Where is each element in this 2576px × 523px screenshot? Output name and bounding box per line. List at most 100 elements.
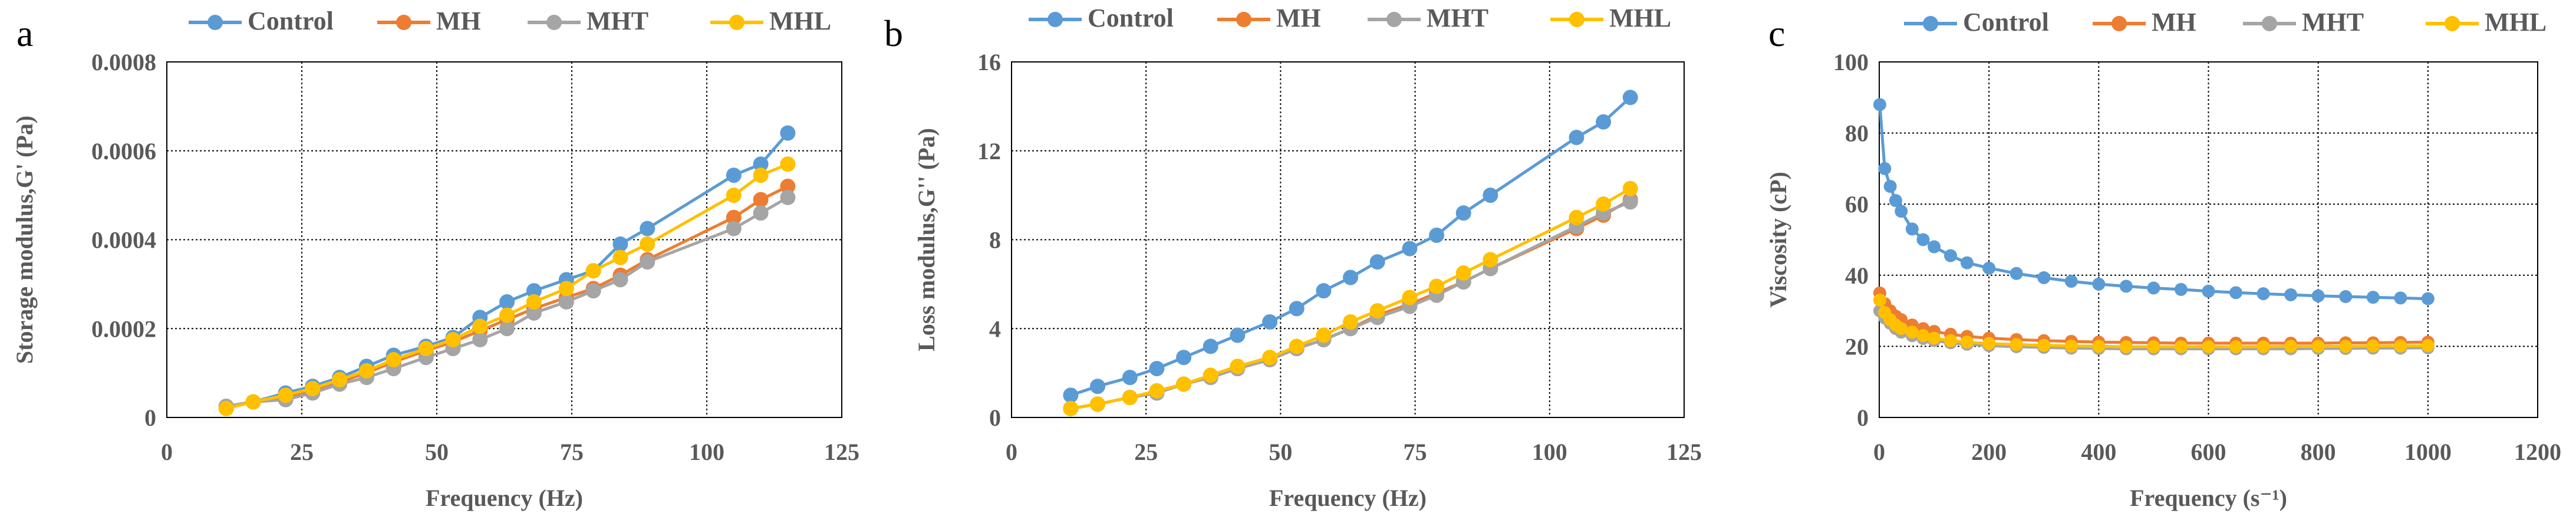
data-point <box>358 363 374 379</box>
panel-label: a <box>17 12 33 54</box>
y-tick-label: 8 <box>989 227 1001 254</box>
data-point <box>1596 196 1612 212</box>
data-point <box>2366 291 2380 304</box>
legend: Control MH MHT MHL <box>189 6 831 35</box>
data-point <box>1343 269 1359 285</box>
y-tick-label: 16 <box>977 49 1001 75</box>
legend-item-control: Control <box>1904 8 2049 37</box>
legend-marker <box>546 15 562 30</box>
legend-item-control: Control <box>189 6 334 35</box>
data-point <box>1316 283 1332 299</box>
x-axis-label: Frequency (Hz) <box>426 485 583 511</box>
x-tick-label: 50 <box>1269 439 1292 465</box>
data-point <box>2421 292 2435 305</box>
data-point <box>1090 396 1106 412</box>
legend: Control MH MHT MHL <box>1904 8 2547 37</box>
y-tick-label: 0 <box>989 404 1001 431</box>
legend-marker <box>1236 12 1251 27</box>
data-point <box>1369 303 1385 319</box>
data-point <box>2311 340 2325 353</box>
legend-item-mhl: MHL <box>710 6 831 35</box>
legend: Control MH MHT MHL <box>1029 4 1671 32</box>
data-point <box>1622 194 1638 210</box>
series-control <box>218 125 796 415</box>
x-tick-label: 75 <box>1404 439 1427 465</box>
x-tick-label: 1200 <box>2514 439 2561 465</box>
plot-frame <box>1011 61 1685 418</box>
data-point <box>1905 325 1919 339</box>
data-point <box>472 318 488 334</box>
data-point <box>1873 98 1886 111</box>
chart-panel-c: 0 200 400 600 800 1000 1200 0 20 40 60 80 100 Frequen… <box>1765 8 2561 511</box>
data-point <box>753 192 769 208</box>
data-point <box>2037 271 2051 285</box>
legend-marker <box>1047 12 1063 27</box>
chart-panel-b: 0 25 50 75 100 125 0 4 8 12 16 Frequency (Hz) Loss m… <box>884 4 1702 511</box>
data-point <box>1889 194 1902 208</box>
data-point <box>640 236 655 252</box>
data-point <box>1289 301 1305 317</box>
data-point <box>2257 287 2270 301</box>
data-point <box>1622 90 1638 106</box>
series-line <box>1070 96 1632 397</box>
data-point <box>1883 180 1897 193</box>
data-point <box>726 188 742 203</box>
y-tick-label: 0.0004 <box>91 227 156 254</box>
y-tick-label: 80 <box>1845 120 1869 147</box>
series-line <box>226 131 789 408</box>
data-point <box>1122 370 1138 386</box>
data-point <box>558 281 574 297</box>
data-point <box>2119 340 2133 354</box>
series-control <box>1873 98 2435 305</box>
data-point <box>1569 130 1585 146</box>
data-point <box>1878 162 1892 175</box>
series-mhl <box>1063 180 1638 416</box>
data-point <box>1289 338 1305 354</box>
series-mht <box>1063 194 1638 416</box>
data-point <box>2147 281 2160 295</box>
y-tick-label: 4 <box>989 315 1001 342</box>
y-tick-label: 0.0006 <box>91 138 156 165</box>
data-point <box>1402 290 1418 305</box>
x-tick-label: 600 <box>2191 439 2226 465</box>
data-point <box>640 221 655 236</box>
data-point <box>612 272 628 288</box>
data-point <box>1569 209 1585 225</box>
data-point <box>526 294 542 310</box>
legend-item-mhl: MHL <box>2426 8 2547 37</box>
y-tick-label: 20 <box>1845 333 1869 360</box>
legend-item-mh: MH <box>2093 8 2196 37</box>
data-point <box>2366 339 2380 353</box>
y-tick-label: 100 <box>1833 49 1869 75</box>
data-point <box>2064 275 2078 288</box>
data-point <box>1262 314 1278 330</box>
y-axis-label: Viscosity (cP) <box>1765 172 1791 308</box>
data-point <box>612 249 628 265</box>
legend-marker <box>396 15 411 30</box>
data-point <box>1928 240 1941 254</box>
x-tick-label: 100 <box>1532 439 1567 465</box>
legend-item-mht: MHT <box>2243 8 2364 37</box>
y-tick-label: 0 <box>144 404 156 431</box>
data-point <box>585 283 601 299</box>
legend-marker <box>1386 12 1402 27</box>
data-point <box>418 341 434 357</box>
legend-label: MH <box>1276 4 1321 32</box>
data-point <box>1905 222 1919 236</box>
legend-label: MHL <box>769 6 831 35</box>
y-tick-label: 0.0008 <box>91 49 156 75</box>
y-tick-label: 40 <box>1845 262 1869 289</box>
data-point <box>2010 338 2023 351</box>
x-tick-label: 800 <box>2301 439 2336 465</box>
data-point <box>332 371 348 387</box>
data-point <box>753 156 769 172</box>
data-point <box>1063 400 1079 416</box>
data-point <box>499 294 515 310</box>
data-point <box>753 205 769 221</box>
data-point <box>2064 339 2078 353</box>
data-point <box>1928 331 1941 345</box>
data-point <box>218 400 234 416</box>
data-point <box>1149 361 1165 377</box>
legend-item-mh: MH <box>1217 4 1321 32</box>
legend-item-mht: MHT <box>528 6 648 35</box>
